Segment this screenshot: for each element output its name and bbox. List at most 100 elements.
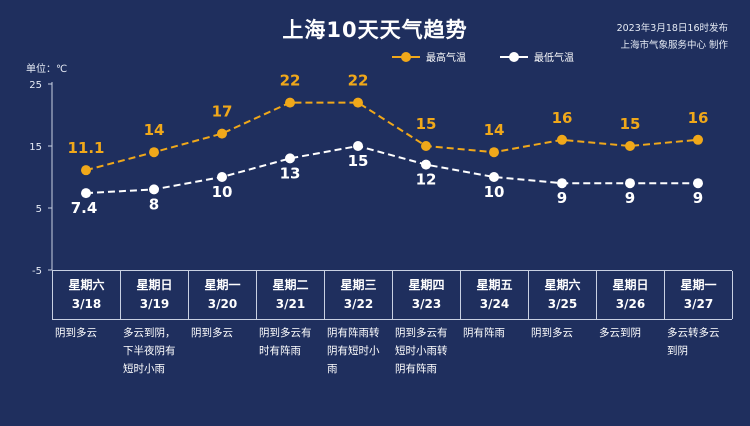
day-condition: 多云转多云到阴 (667, 327, 720, 357)
publish-time: 2023年3月18日16时发布 (616, 23, 728, 34)
day-cell: 星期三 3/22 (325, 271, 393, 319)
high-point (149, 147, 159, 158)
low-point (625, 178, 635, 189)
high-point (693, 134, 703, 145)
day-date: 3/27 (683, 297, 714, 311)
day-weekday: 星期五 (476, 278, 513, 292)
day-date: 3/23 (411, 297, 442, 311)
high-point (217, 128, 227, 139)
day-weekday: 星期一 (204, 278, 241, 292)
low-value-label: 13 (280, 164, 301, 182)
day-cell: 星期一 3/27 (665, 271, 733, 319)
day-cell: 星期日 3/19 (121, 271, 189, 319)
day-weekday: 星期二 (272, 278, 309, 292)
high-value-label: 16 (688, 109, 709, 127)
high-point (625, 141, 635, 151)
publish-info: 2023年3月18日16时发布 上海市气象服务中心 制作 (617, 20, 728, 54)
y-tick-label: 5 (36, 204, 42, 215)
day-date: 3/22 (343, 297, 374, 311)
high-point (81, 165, 91, 176)
low-point (353, 141, 363, 151)
high-value-label: 15 (416, 115, 437, 133)
low-point (285, 153, 295, 164)
day-weekday: 星期日 (612, 278, 649, 292)
low-value-label: 9 (625, 189, 635, 207)
day-weekday: 星期六 (68, 278, 105, 292)
y-tick-label: 25 (29, 80, 42, 91)
low-point (149, 184, 159, 195)
day-condition: 阴有阵雨 (463, 327, 505, 339)
low-point (557, 178, 567, 189)
low-value-label: 10 (212, 183, 233, 201)
day-date: 3/21 (275, 297, 306, 311)
y-tick-label: -5 (32, 266, 42, 277)
chart-legend: 最高气温 最低气温 (392, 49, 574, 64)
high-value-label: 14 (144, 121, 165, 139)
publisher: 上海市气象服务中心 制作 (620, 40, 728, 51)
high-value-label: 11.1 (67, 139, 104, 157)
legend-low-label: 最低气温 (534, 53, 574, 64)
high-value-label: 16 (552, 109, 573, 127)
legend-item-high: 最高气温 (392, 49, 466, 64)
unit-label: 单位：℃ (26, 64, 68, 75)
day-cell: 星期五 3/24 (461, 271, 529, 319)
day-date: 3/18 (71, 297, 102, 311)
low-value-label: 10 (484, 183, 505, 201)
day-cell: 星期二 3/21 (257, 271, 325, 319)
day-condition: 阴到多云 (191, 327, 233, 339)
day-condition: 多云到阴，下半夜阴有短时小雨 (123, 327, 176, 375)
day-cell: 星期四 3/23 (393, 271, 461, 319)
high-point (353, 97, 363, 108)
low-point (489, 172, 499, 182)
high-point (489, 147, 499, 158)
low-value-label: 12 (416, 171, 437, 189)
condition-row: 阴到多云 多云到阴，下半夜阴有短时小雨 阴到多云 阴到多云有时有阵雨 阴有阵雨转阴有短时… (52, 324, 732, 378)
low-value-label: 9 (693, 189, 703, 207)
legend-item-low: 最低气温 (500, 49, 574, 64)
day-date: 3/20 (207, 297, 238, 311)
legend-low-marker (500, 51, 528, 62)
low-value-label: 8 (149, 195, 159, 213)
high-value-label: 14 (484, 121, 505, 139)
day-condition: 多云到阴 (599, 327, 641, 339)
series-line-low (85, 144, 698, 195)
legend-high-label: 最高气温 (426, 53, 466, 64)
high-point (421, 141, 431, 151)
day-cell: 星期六 3/25 (529, 271, 597, 319)
y-tick-label: 15 (29, 142, 42, 153)
day-weekday: 星期三 (340, 278, 377, 292)
day-weekday: 星期日 (136, 278, 173, 292)
legend-high-marker (392, 51, 420, 62)
low-point (693, 178, 703, 189)
high-value-label: 22 (348, 72, 369, 90)
high-value-label: 17 (212, 103, 233, 121)
low-value-label: 15 (348, 152, 369, 170)
day-weekday: 星期六 (544, 278, 581, 292)
low-point (81, 188, 91, 199)
high-point (557, 134, 567, 145)
page-title: 上海10天天气趋势 (282, 18, 468, 42)
day-date: 3/19 (139, 297, 170, 311)
day-condition: 阴到多云 (55, 327, 97, 339)
low-point (217, 172, 227, 182)
day-date: 3/25 (547, 297, 578, 311)
day-cell: 星期六 3/18 (53, 271, 121, 319)
series-line-high (85, 101, 699, 172)
high-value-label: 22 (280, 72, 301, 90)
day-table: 星期六 3/18 星期日 3/19 星期一 3/20 星期二 3/21 星期三 3/22 星期四 3/… (52, 270, 733, 320)
low-point (421, 159, 431, 170)
high-point (285, 97, 295, 108)
low-value-label: 9 (557, 189, 567, 207)
day-condition: 阴到多云 (531, 327, 573, 339)
day-date: 3/26 (615, 297, 646, 311)
day-cell: 星期一 3/20 (189, 271, 257, 319)
day-condition: 阴到多云有短时小雨转阴有阵雨 (395, 327, 448, 375)
low-value-label: 7.4 (71, 199, 98, 217)
day-cell: 星期日 3/26 (597, 271, 665, 319)
day-condition: 阴到多云有时有阵雨 (259, 327, 312, 357)
day-weekday: 星期一 (680, 278, 717, 292)
day-condition: 阴有阵雨转阴有短时小雨 (327, 327, 380, 375)
high-value-label: 15 (620, 115, 641, 133)
day-date: 3/24 (479, 297, 510, 311)
